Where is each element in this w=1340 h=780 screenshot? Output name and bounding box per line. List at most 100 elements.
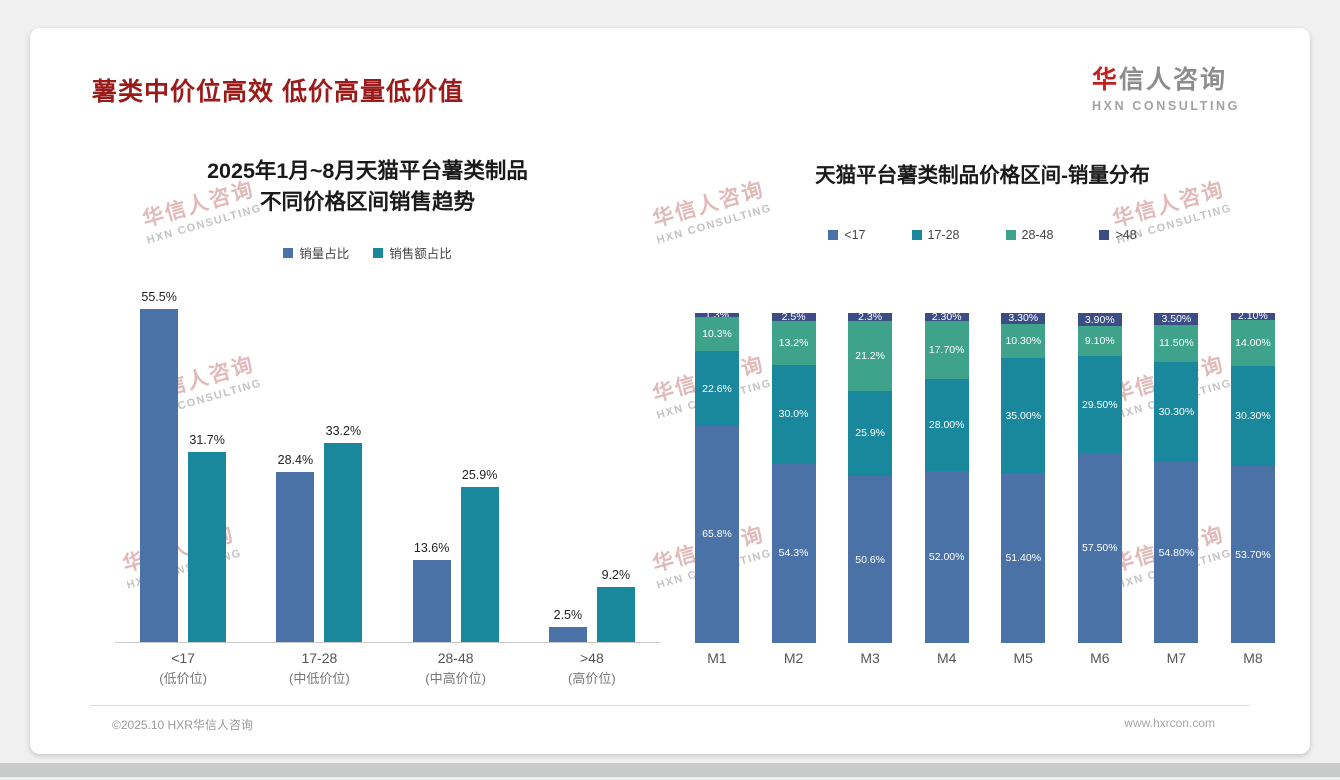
chart2-legend: <17 17-28 28-48 >48 <box>675 228 1290 242</box>
chart2-categories: M1 M2 M3 M4 M5 M6 M7 M8 <box>695 650 1275 666</box>
category-main: <17 <box>171 650 195 666</box>
bar-wrap: 9.2% <box>596 568 635 642</box>
bar-segment: 2.3% <box>848 310 893 323</box>
segment-label: 54.3% <box>778 547 809 560</box>
bar-value-label: 25.9% <box>461 468 498 482</box>
category-label: 28-48 (中高价位) <box>388 650 524 687</box>
page-title: 薯类中价位高效 低价高量低价值 <box>92 78 464 106</box>
category-sub: (高价位) <box>568 671 616 686</box>
category-label: >48 (高价位) <box>524 650 660 687</box>
bar-value-label: 2.5% <box>553 608 583 622</box>
category-label: 17-28 (中低价位) <box>251 650 387 687</box>
legend-swatch <box>373 247 384 258</box>
category-main: 17-28 <box>301 650 338 666</box>
right-chart: 天猫平台薯类制品价格区间-销量分布 <17 17-28 28-48 >48 1.3% 1… <box>675 148 1290 713</box>
segment-label: 9.10% <box>1084 335 1115 348</box>
category-label: M5 <box>1013 650 1033 666</box>
bar-value-label: 33.2% <box>325 424 362 438</box>
segment-label: 30.30% <box>1235 410 1271 423</box>
bar-segment: 3.50% <box>1154 312 1199 325</box>
bar-segment: 22.6% <box>695 351 739 426</box>
segment-label: 30.0% <box>778 408 809 421</box>
legend-swatch <box>828 230 839 240</box>
company-logo: 华信人咨询 HXN CONSULTING <box>1092 60 1240 113</box>
bar <box>140 309 179 642</box>
chart1-plot: 55.5% 31.7% 28.4% 33.2% 13.6% 25.9% 2.5% 9.2% <box>115 283 660 643</box>
bar-segment: 9.10% <box>1077 326 1122 357</box>
bar-segment: 50.6% <box>848 476 893 643</box>
chart2-title: 天猫平台薯类制品价格区间-销量分布 <box>815 164 1150 187</box>
segment-label: 30.30% <box>1158 406 1195 419</box>
category-sub: (中高价位) <box>425 671 486 686</box>
bar <box>412 560 451 642</box>
bar-group: 13.6% 25.9% <box>388 468 524 642</box>
segment-label: 10.3% <box>702 328 732 341</box>
bar <box>188 452 227 642</box>
category-label: M8 <box>1243 650 1263 666</box>
segment-label: 50.6% <box>855 553 886 566</box>
stacked-bar: 3.50% 11.50% 30.30% 54.80% <box>1154 312 1199 643</box>
stacked-bar: 2.5% 13.2% 30.0% 54.3% <box>771 311 816 643</box>
legend-swatch <box>1099 230 1110 240</box>
stacked-bar: 2.30% 17.70% 28.00% 52.00% <box>924 311 969 643</box>
bar-segment: 10.30% <box>1001 323 1046 358</box>
legend-label: 28-48 <box>1021 228 1054 242</box>
category-label: <17 (低价位) <box>115 650 251 687</box>
footer-divider <box>90 705 1250 706</box>
bar-segment: 52.00% <box>924 471 969 643</box>
segment-label: 3.30% <box>1008 312 1039 325</box>
bar-wrap: 33.2% <box>324 424 363 642</box>
bar-segment: 13.2% <box>771 321 816 365</box>
bar-wrap: 13.6% <box>412 541 451 642</box>
bar-segment: 17.70% <box>924 320 969 380</box>
legend-item: 17-28 <box>911 228 960 242</box>
legend-item: 销售额占比 <box>373 243 452 262</box>
bar-wrap: 28.4% <box>276 453 315 642</box>
bar-segment: 2.5% <box>771 311 816 324</box>
bar-segment: 29.50% <box>1077 356 1122 454</box>
bar-segment: 51.40% <box>1001 473 1046 643</box>
segment-label: 2.10% <box>1238 310 1268 323</box>
legend-label: 销售额占比 <box>389 247 452 261</box>
segment-label: 17.70% <box>928 343 965 356</box>
category-label: M2 <box>783 650 804 666</box>
legend-item: 28-48 <box>1005 228 1054 242</box>
stacked-bar: 1.3% 10.3% 22.6% 65.8% <box>695 309 739 643</box>
segment-label: 3.90% <box>1084 313 1115 326</box>
legend-item: >48 <box>1099 228 1137 242</box>
chart1-categories: <17 (低价位) 17-28 (中低价位) 28-48 (中高价位) >48 (高价位) <box>115 650 660 687</box>
segment-label: 53.70% <box>1235 548 1271 561</box>
segment-label: 65.8% <box>702 528 732 541</box>
bar-segment: 30.30% <box>1154 362 1199 463</box>
segment-label: 2.3% <box>858 310 883 323</box>
segment-label: 11.50% <box>1158 337 1194 350</box>
segment-label: 28.00% <box>928 419 965 432</box>
legend-label: <17 <box>844 228 866 242</box>
bar <box>596 587 635 642</box>
stacked-bar: 3.30% 10.30% 35.00% 51.40% <box>1001 312 1046 643</box>
bar-value-label: 13.6% <box>413 541 450 555</box>
bar-value-label: 28.4% <box>277 453 314 467</box>
bar-segment: 57.50% <box>1077 453 1122 643</box>
legend-label: >48 <box>1115 228 1137 242</box>
footer-copyright: ©2025.10 HXR华信人咨询 <box>112 718 253 732</box>
category-sub: (中低价位) <box>289 671 350 686</box>
segment-label: 2.5% <box>781 311 806 324</box>
bar-wrap: 25.9% <box>460 468 499 642</box>
bar-segment: 54.3% <box>771 463 816 643</box>
legend-label: 17-28 <box>927 228 960 242</box>
bar-segment: 35.00% <box>1001 357 1046 474</box>
category-label: M4 <box>936 650 957 666</box>
bar-segment: 2.30% <box>924 311 969 323</box>
bar-segment: 30.30% <box>1230 366 1275 466</box>
bar-value-label: 9.2% <box>601 568 631 582</box>
bar-group: 2.5% 9.2% <box>524 568 660 642</box>
logo-en-text: HXN CONSULTING <box>1092 99 1240 113</box>
legend-swatch <box>911 230 922 240</box>
legend-item: <17 <box>828 228 866 242</box>
chart1-title-line2: 不同价格区间销售趋势 <box>259 190 475 215</box>
bar-segment: 25.9% <box>848 390 893 476</box>
segment-label: 3.50% <box>1161 312 1192 325</box>
bar-group: 28.4% 33.2% <box>251 424 387 642</box>
